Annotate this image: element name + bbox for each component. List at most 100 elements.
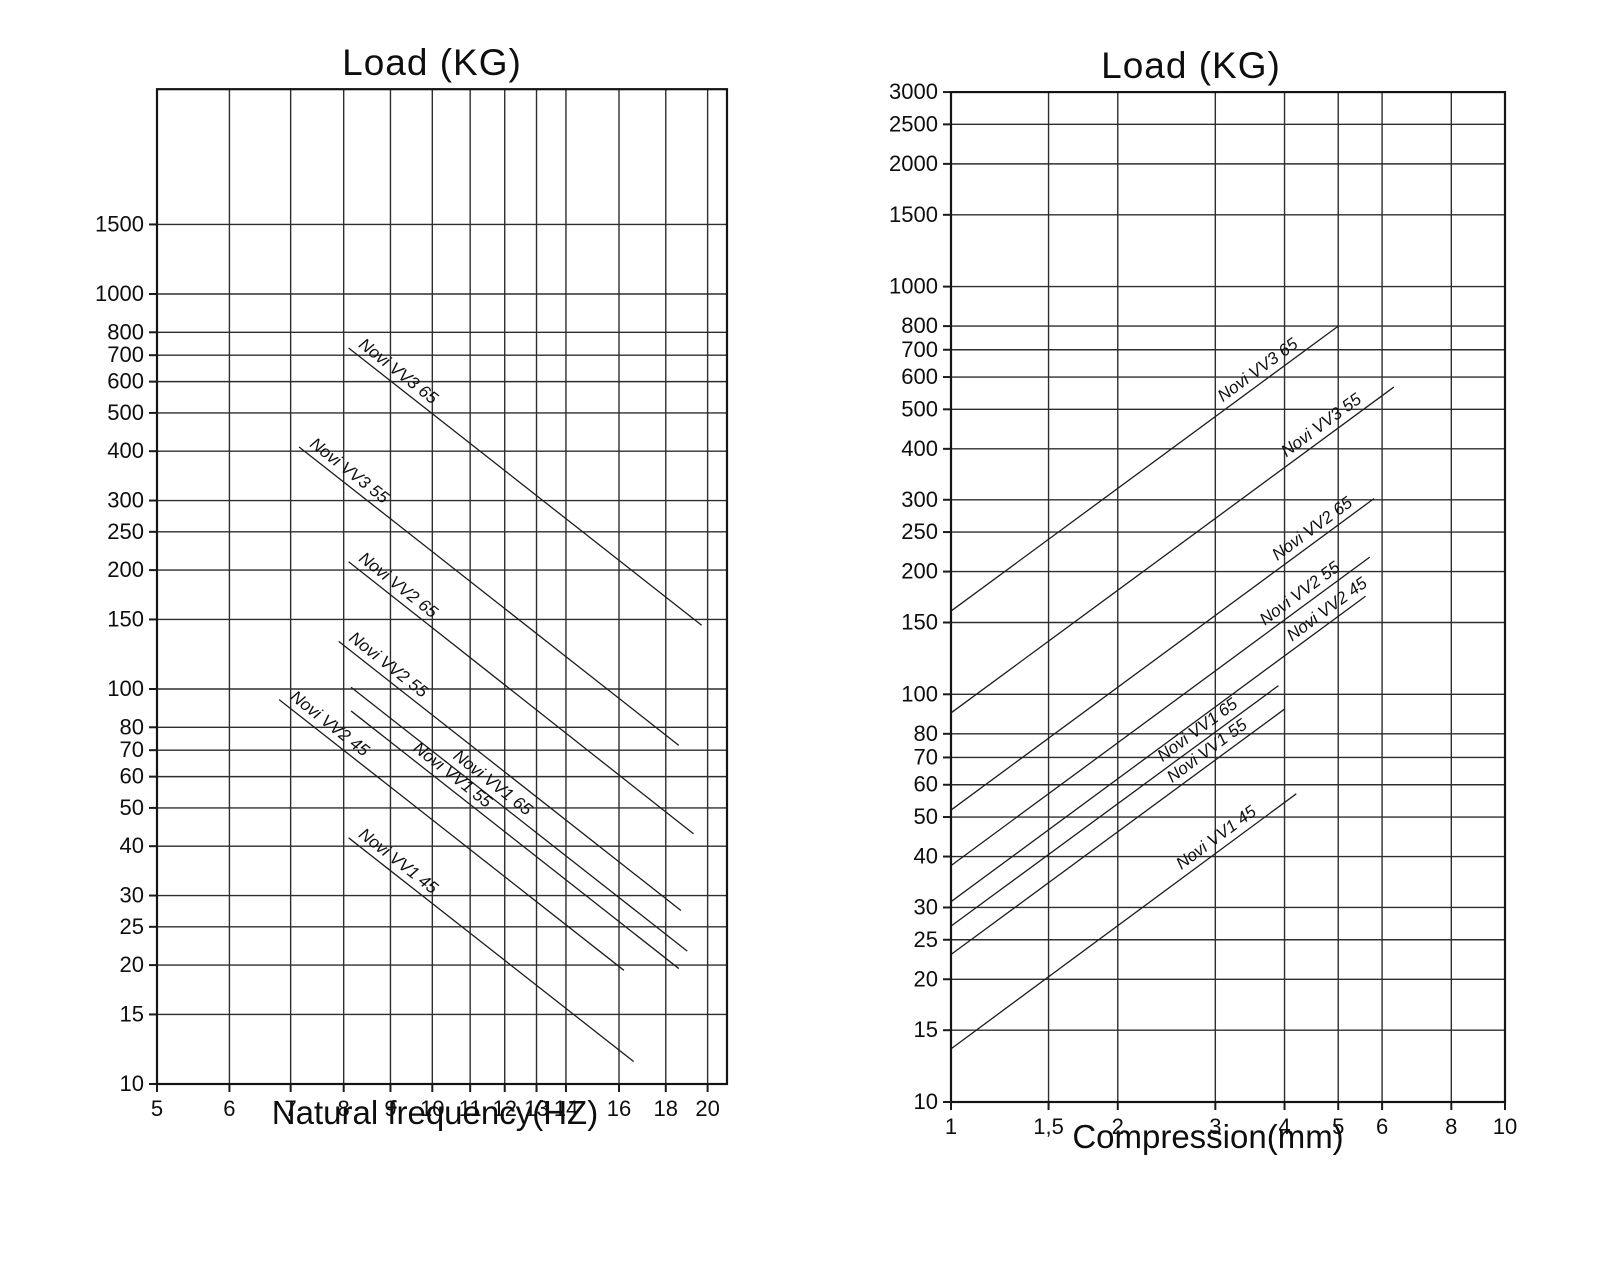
right-chart-x-axis-title: Compression(mm): [1072, 1118, 1344, 1155]
y-tick-label: 50: [120, 795, 144, 820]
y-tick-label: 50: [914, 804, 938, 829]
series-line-novi-vv2-55: [338, 640, 682, 911]
x-tick-label: 1,5: [1033, 1114, 1064, 1139]
series-line-novi-vv1-55: [950, 708, 1285, 956]
x-tick-label: 10: [420, 1096, 444, 1121]
series-line-novi-vv2-65: [348, 561, 694, 835]
y-tick-label: 60: [914, 772, 938, 797]
y-tick-label: 40: [914, 844, 938, 869]
x-tick-label: 13: [524, 1096, 548, 1121]
y-tick-label: 200: [107, 557, 144, 582]
series-label-novi-vv1-45: Novi VV1 45: [1172, 802, 1260, 874]
y-tick-label: 10: [914, 1089, 938, 1114]
series-line-novi-vv3-55: [950, 386, 1395, 714]
y-tick-label: 400: [107, 438, 144, 463]
left-chart-title: Load (KG): [342, 42, 522, 83]
y-tick-label: 70: [120, 737, 144, 762]
y-tick-label: 100: [901, 681, 938, 706]
y-tick-label: 40: [120, 833, 144, 858]
x-tick-label: 8: [338, 1096, 350, 1121]
series-line-novi-vv1-55: [350, 710, 680, 970]
series-line-novi-vv2-65: [950, 498, 1375, 811]
series-line-novi-vv3-65: [950, 325, 1339, 612]
series-line-novi-vv1-65: [350, 686, 688, 952]
x-tick-label: 4: [1278, 1114, 1290, 1139]
y-tick-label: 20: [914, 966, 938, 991]
right-chart-title: Load (KG): [1101, 45, 1281, 86]
y-tick-label: 3000: [889, 79, 938, 104]
series-label-novi-vv3-65: Novi VV3 65: [1214, 334, 1302, 406]
x-tick-label: 6: [1376, 1114, 1388, 1139]
plot-border: [155, 88, 729, 1086]
y-tick-label: 70: [914, 744, 938, 769]
series-line-novi-vv3-55: [298, 446, 680, 746]
y-tick-label: 150: [107, 606, 144, 631]
y-tick-label: 2000: [889, 151, 938, 176]
series-label-novi-vv3-55: Novi VV3 55: [1277, 389, 1365, 461]
series-label-novi-vv2-65: Novi VV2 65: [1268, 493, 1356, 565]
y-tick-label: 800: [901, 313, 938, 338]
y-tick-label: 300: [901, 487, 938, 512]
y-tick-label: 400: [901, 436, 938, 461]
y-tick-label: 250: [107, 519, 144, 544]
series-label-novi-vv3-65: Novi VV3 65: [355, 335, 441, 409]
y-tick-label: 10: [120, 1071, 144, 1096]
series-label-novi-vv2-65: Novi VV2 65: [355, 548, 441, 622]
x-tick-label: 11: [459, 1096, 482, 1121]
y-tick-label: 15: [914, 1017, 938, 1042]
x-tick-label: 7: [285, 1096, 297, 1121]
x-tick-label: 14: [554, 1096, 578, 1121]
plot-border: [949, 90, 1507, 1104]
y-tick-label: 500: [107, 400, 144, 425]
series-line-novi-vv1-65: [950, 685, 1279, 927]
y-tick-label: 2500: [889, 111, 938, 136]
y-tick-label: 30: [914, 894, 938, 919]
y-tick-label: 150: [901, 610, 938, 635]
x-tick-label: 16: [607, 1096, 631, 1121]
series-label-novi-vv2-55: Novi VV2 55: [346, 628, 432, 702]
x-tick-label: 18: [654, 1096, 678, 1121]
series-line-novi-vv2-55: [950, 556, 1371, 867]
y-tick-label: 700: [107, 342, 144, 367]
y-tick-label: 200: [901, 559, 938, 584]
x-tick-label: 12: [492, 1096, 516, 1121]
y-tick-label: 25: [914, 927, 938, 952]
y-tick-label: 30: [120, 883, 144, 908]
y-tick-label: 500: [901, 396, 938, 421]
y-tick-label: 1500: [889, 202, 938, 227]
x-tick-label: 6: [223, 1096, 235, 1121]
y-tick-label: 600: [107, 369, 144, 394]
x-tick-label: 5: [151, 1096, 163, 1121]
x-tick-label: 1: [945, 1114, 957, 1139]
y-tick-label: 800: [107, 319, 144, 344]
x-tick-label: 8: [1445, 1114, 1457, 1139]
series-line-novi-vv2-45: [950, 595, 1366, 903]
series-line-novi-vv3-65: [348, 347, 703, 626]
y-tick-label: 300: [107, 488, 144, 513]
y-tick-label: 600: [901, 364, 938, 389]
y-tick-label: 80: [914, 721, 938, 746]
y-tick-label: 700: [901, 337, 938, 362]
x-tick-label: 10: [1493, 1114, 1517, 1139]
y-tick-label: 250: [901, 519, 938, 544]
y-tick-label: 1000: [95, 281, 144, 306]
series-line-novi-vv1-45: [348, 837, 635, 1063]
x-tick-label: 9: [384, 1096, 396, 1121]
y-tick-label: 100: [107, 676, 144, 701]
y-tick-label: 60: [120, 764, 144, 789]
series-label-novi-vv1-45: Novi VV1 45: [355, 824, 441, 898]
x-tick-label: 2: [1112, 1114, 1124, 1139]
y-tick-label: 80: [120, 714, 144, 739]
y-tick-label: 25: [120, 914, 144, 939]
y-tick-label: 15: [120, 1001, 144, 1026]
left-chart-x-axis-title: Natural frequency(HZ): [271, 1094, 599, 1131]
series-label-novi-vv3-55: Novi VV3 55: [306, 434, 392, 508]
series-line-novi-vv1-45: [950, 793, 1297, 1050]
y-tick-label: 1500: [95, 211, 144, 236]
y-tick-label: 1000: [889, 274, 938, 299]
x-tick-label: 5: [1332, 1114, 1344, 1139]
series-label-novi-vv2-45: Novi VV2 45: [287, 687, 373, 761]
series-line-novi-vv2-45: [278, 699, 625, 971]
